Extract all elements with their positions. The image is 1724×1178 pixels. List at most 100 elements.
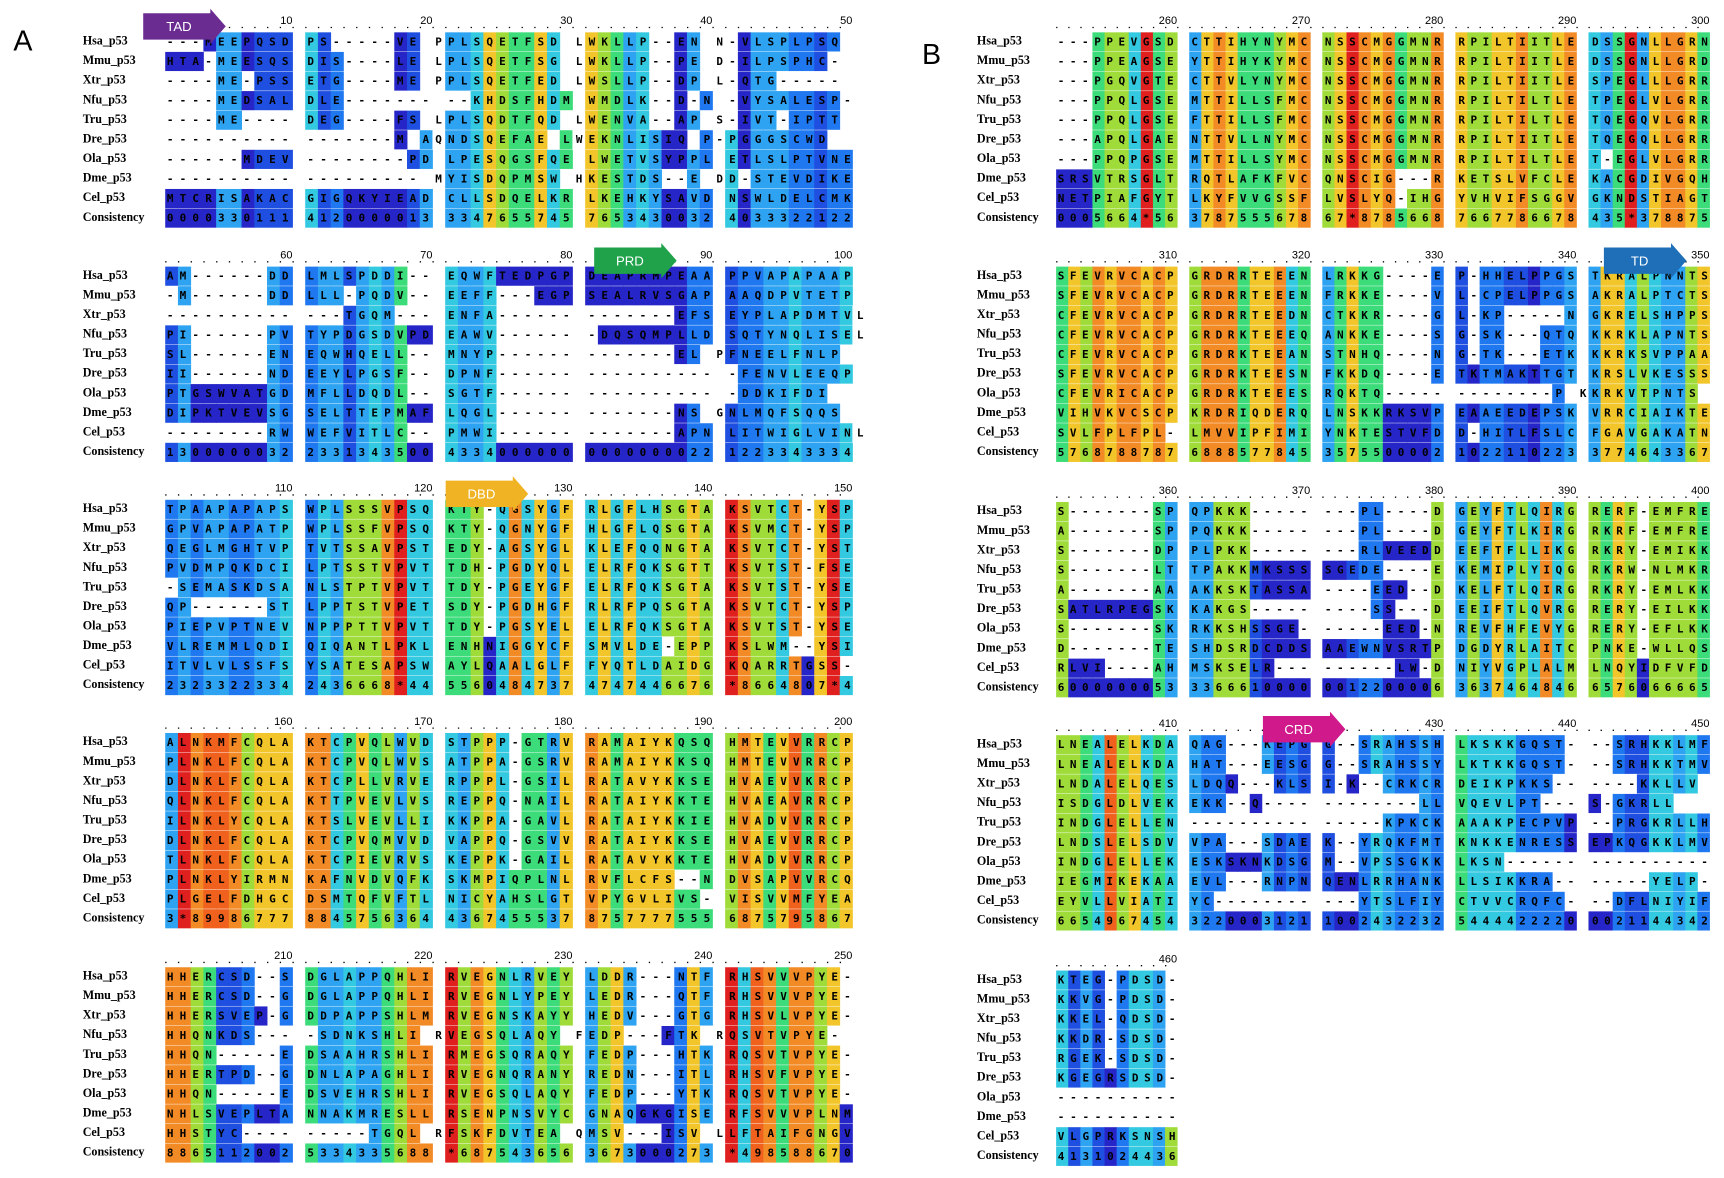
residue-cell [534,169,548,189]
ruler-number: 50 [840,15,852,27]
residue-cell [648,149,662,169]
residue-cell [419,130,433,150]
residue-cell [636,188,650,209]
species-name: Xtr_p53 [83,73,126,87]
residue-cell [674,51,688,72]
residue-cell [445,384,459,404]
residue-cell [776,130,790,150]
residue-cell [597,149,612,169]
residue-cell [356,364,370,384]
residue-cell [737,423,752,443]
residue-cell [305,71,319,91]
residue-cell [305,51,319,72]
residue-cell [686,208,701,228]
residue-cell [801,364,815,384]
ruler-number: 210 [274,950,292,962]
residue-cell [368,286,382,306]
residue-cell [368,208,382,228]
residue-cell [674,442,688,462]
residue-cell [394,130,408,150]
residue-cell [814,344,828,365]
species-name: Nfu_p53 [977,92,1021,106]
residue-cell [597,286,612,306]
residue-cell [457,208,472,228]
ruler-number: 290 [1558,15,1576,27]
species-name: Consistency [977,913,1039,927]
residue-cell [177,442,192,462]
residue-cell [343,266,357,286]
residue-cell [343,325,357,345]
residue-cell [686,110,701,130]
residue-cell [661,286,675,306]
residue-cell [394,208,408,228]
ruler-number: 340 [1558,249,1576,261]
ruler-number: 270 [1292,15,1310,27]
sequence: SL------EN EQWHQELL-- MNYP------ -------… [167,348,839,361]
residue-cell [674,344,688,365]
residue-cell [470,442,484,462]
species-name: Nfu_p53 [83,327,127,341]
residue-cell [241,91,255,111]
residue-cell [368,364,382,384]
residue-cell [165,364,179,384]
residue-cell [776,286,790,306]
residue-cell [356,208,370,228]
residue-cell [432,71,446,91]
species-name: Cel_p53 [977,190,1019,204]
residue-cell [445,286,459,306]
residue-cell [776,364,790,384]
species-name: Hsa_p53 [977,503,1022,517]
residue-cell [317,384,332,404]
residue-cell [572,32,586,52]
residue-cell [203,499,217,519]
residue-cell [508,188,522,209]
residue-cell [330,344,344,365]
residue-cell [648,208,662,228]
residue-cell [776,51,790,72]
residue-cell [394,423,408,443]
residue-cell [814,325,828,345]
residue-cell [839,364,853,384]
residue-cell [177,208,192,228]
residue-cell [228,499,243,519]
residue-cell [470,110,484,130]
residue-cell [343,305,357,325]
residue-cell [737,403,752,423]
residue-cell [750,305,764,325]
residue-cell [814,208,828,228]
residue-cell [546,286,561,306]
residue-cell [457,130,472,150]
residue-cell [725,403,739,423]
residue-cell [623,71,637,91]
residue-cell [457,32,472,52]
residue-cell [712,403,726,423]
residue-cell [725,442,739,462]
residue-cell [368,423,382,443]
residue-cell [737,110,752,130]
residue-cell [508,149,522,169]
residue-cell [839,169,853,189]
residue-cell [534,149,548,169]
residue-cell [826,286,841,306]
species-name: Hsa_p53 [977,268,1022,282]
residue-cell [305,442,319,462]
residue-cell [801,110,815,130]
residue-cell [814,364,828,384]
residue-cell [317,71,332,91]
residue-cell [572,51,586,72]
residue-cell [317,208,332,228]
residue-cell [254,91,268,111]
residue-cell [750,169,764,189]
residue-cell [165,403,179,423]
residue-cell [317,364,332,384]
residue-cell [674,32,688,52]
residue-cell [356,344,370,365]
residue-cell [381,266,395,286]
residue-cell [623,208,637,228]
residue-cell [826,91,841,111]
residue-cell [801,442,815,462]
residue-cell [801,325,815,345]
residue-cell [483,384,497,404]
residue-cell [496,442,510,462]
residue-cell [317,499,332,519]
